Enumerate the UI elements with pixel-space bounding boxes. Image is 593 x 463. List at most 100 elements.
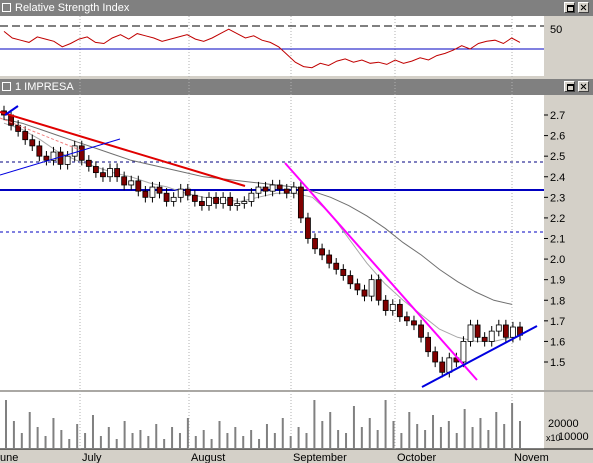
- price-tick-label: 2.4: [550, 172, 565, 184]
- candle-up: [368, 279, 375, 297]
- volume-bar: [5, 400, 7, 448]
- candle-up: [128, 180, 135, 186]
- volume-bar: [313, 400, 316, 448]
- volume-bar: [439, 427, 442, 448]
- window-icon: [2, 82, 11, 91]
- volume-bar: [392, 421, 395, 448]
- volume-bar: [226, 433, 229, 448]
- volume-bar: [147, 436, 150, 448]
- volume-tick-10000: 10000: [558, 431, 589, 443]
- volume-bar: [352, 406, 355, 448]
- volume-plot-area: [0, 392, 544, 449]
- candle-down: [326, 254, 333, 264]
- candle-down: [227, 196, 234, 206]
- candle-up: [241, 201, 248, 204]
- volume-bar: [250, 430, 253, 448]
- price-tick-label: 2.2: [550, 213, 565, 225]
- volume-bar: [487, 430, 490, 448]
- candle-down: [418, 324, 424, 338]
- volume-bar: [36, 427, 39, 448]
- candle-up: [389, 303, 396, 311]
- candle-down: [382, 299, 389, 311]
- volume-bar: [12, 421, 15, 448]
- volume-bar: [471, 427, 474, 448]
- volume-bar: [408, 412, 411, 448]
- candle-up: [234, 203, 241, 206]
- window-icon: [2, 3, 11, 12]
- candle-down: [36, 145, 43, 157]
- volume-bar: [479, 418, 482, 448]
- price-tick-label: 2.3: [550, 192, 565, 204]
- volume-bar: [68, 439, 71, 448]
- candle-up: [460, 341, 467, 363]
- blue-channel-trendline: [0, 138, 121, 176]
- candle-down: [283, 188, 290, 194]
- candle-down: [78, 145, 85, 161]
- volume-bar: [400, 433, 403, 448]
- price-title: 1 IMPRESA: [15, 81, 74, 93]
- candle-down: [404, 316, 410, 322]
- volume-bar: [115, 439, 118, 448]
- candle-down: [22, 131, 29, 141]
- candle-down: [474, 324, 481, 338]
- volume-bar: [432, 415, 435, 448]
- blue-support-trendline: [421, 325, 538, 388]
- restore-icon[interactable]: [564, 2, 575, 13]
- candle-down: [262, 186, 269, 192]
- candle-down: [184, 188, 191, 196]
- candle-down: [43, 155, 50, 161]
- candle-up: [467, 324, 474, 342]
- candle-down: [121, 176, 128, 186]
- volume-bar: [424, 430, 427, 448]
- volume-bar: [218, 421, 221, 448]
- volume-bar: [107, 427, 110, 448]
- volume-bar: [186, 418, 189, 448]
- candle-down: [297, 186, 304, 219]
- price-titlebar[interactable]: 1 IMPRESA: [0, 79, 593, 95]
- candle-down: [15, 124, 22, 132]
- rsi-line: [3, 28, 521, 69]
- candle-up: [206, 196, 212, 206]
- volume-bar: [305, 433, 308, 448]
- volume-bar: [60, 430, 63, 448]
- candle-down: [333, 262, 340, 270]
- candle-up: [220, 196, 227, 204]
- close-icon[interactable]: [578, 2, 589, 13]
- volume-bar: [455, 433, 458, 448]
- candle-up: [255, 186, 262, 194]
- volume-bar: [329, 412, 332, 448]
- volume-bar: [123, 421, 126, 448]
- candle-down: [199, 201, 205, 206]
- price-tick-label: 2.0: [550, 254, 565, 266]
- rsi-titlebar[interactable]: Relative Strength Index: [0, 0, 593, 16]
- close-icon[interactable]: [578, 81, 589, 92]
- volume-bar: [91, 415, 94, 448]
- price-tick-label: 1.7: [550, 316, 565, 328]
- candle-down: [305, 217, 311, 239]
- candle-down: [439, 361, 446, 373]
- volume-tick-20000: 20000: [548, 418, 579, 430]
- volume-bar: [234, 427, 237, 448]
- restore-icon[interactable]: [564, 81, 575, 92]
- volume-bar: [44, 436, 47, 448]
- candle-down: [411, 320, 417, 326]
- price-tick-label: 2.6: [550, 131, 565, 143]
- candle-down: [57, 151, 64, 165]
- candle-down: [114, 168, 120, 178]
- candle-down: [432, 351, 439, 363]
- red-dashed-trendline: [0, 117, 81, 151]
- volume-bar: [368, 418, 371, 448]
- candle-up: [107, 168, 113, 178]
- candle-up: [446, 357, 453, 373]
- volume-bar: [131, 433, 134, 448]
- price-plot-area: [0, 95, 544, 390]
- month-label-june: une: [0, 452, 18, 463]
- price-tick-label: 2.5: [550, 151, 565, 163]
- volume-bar: [210, 439, 213, 448]
- candle-up: [290, 186, 297, 194]
- candle-down: [142, 190, 149, 198]
- volume-bar: [202, 430, 205, 448]
- candle-up: [149, 186, 156, 198]
- volume-bar: [337, 430, 340, 448]
